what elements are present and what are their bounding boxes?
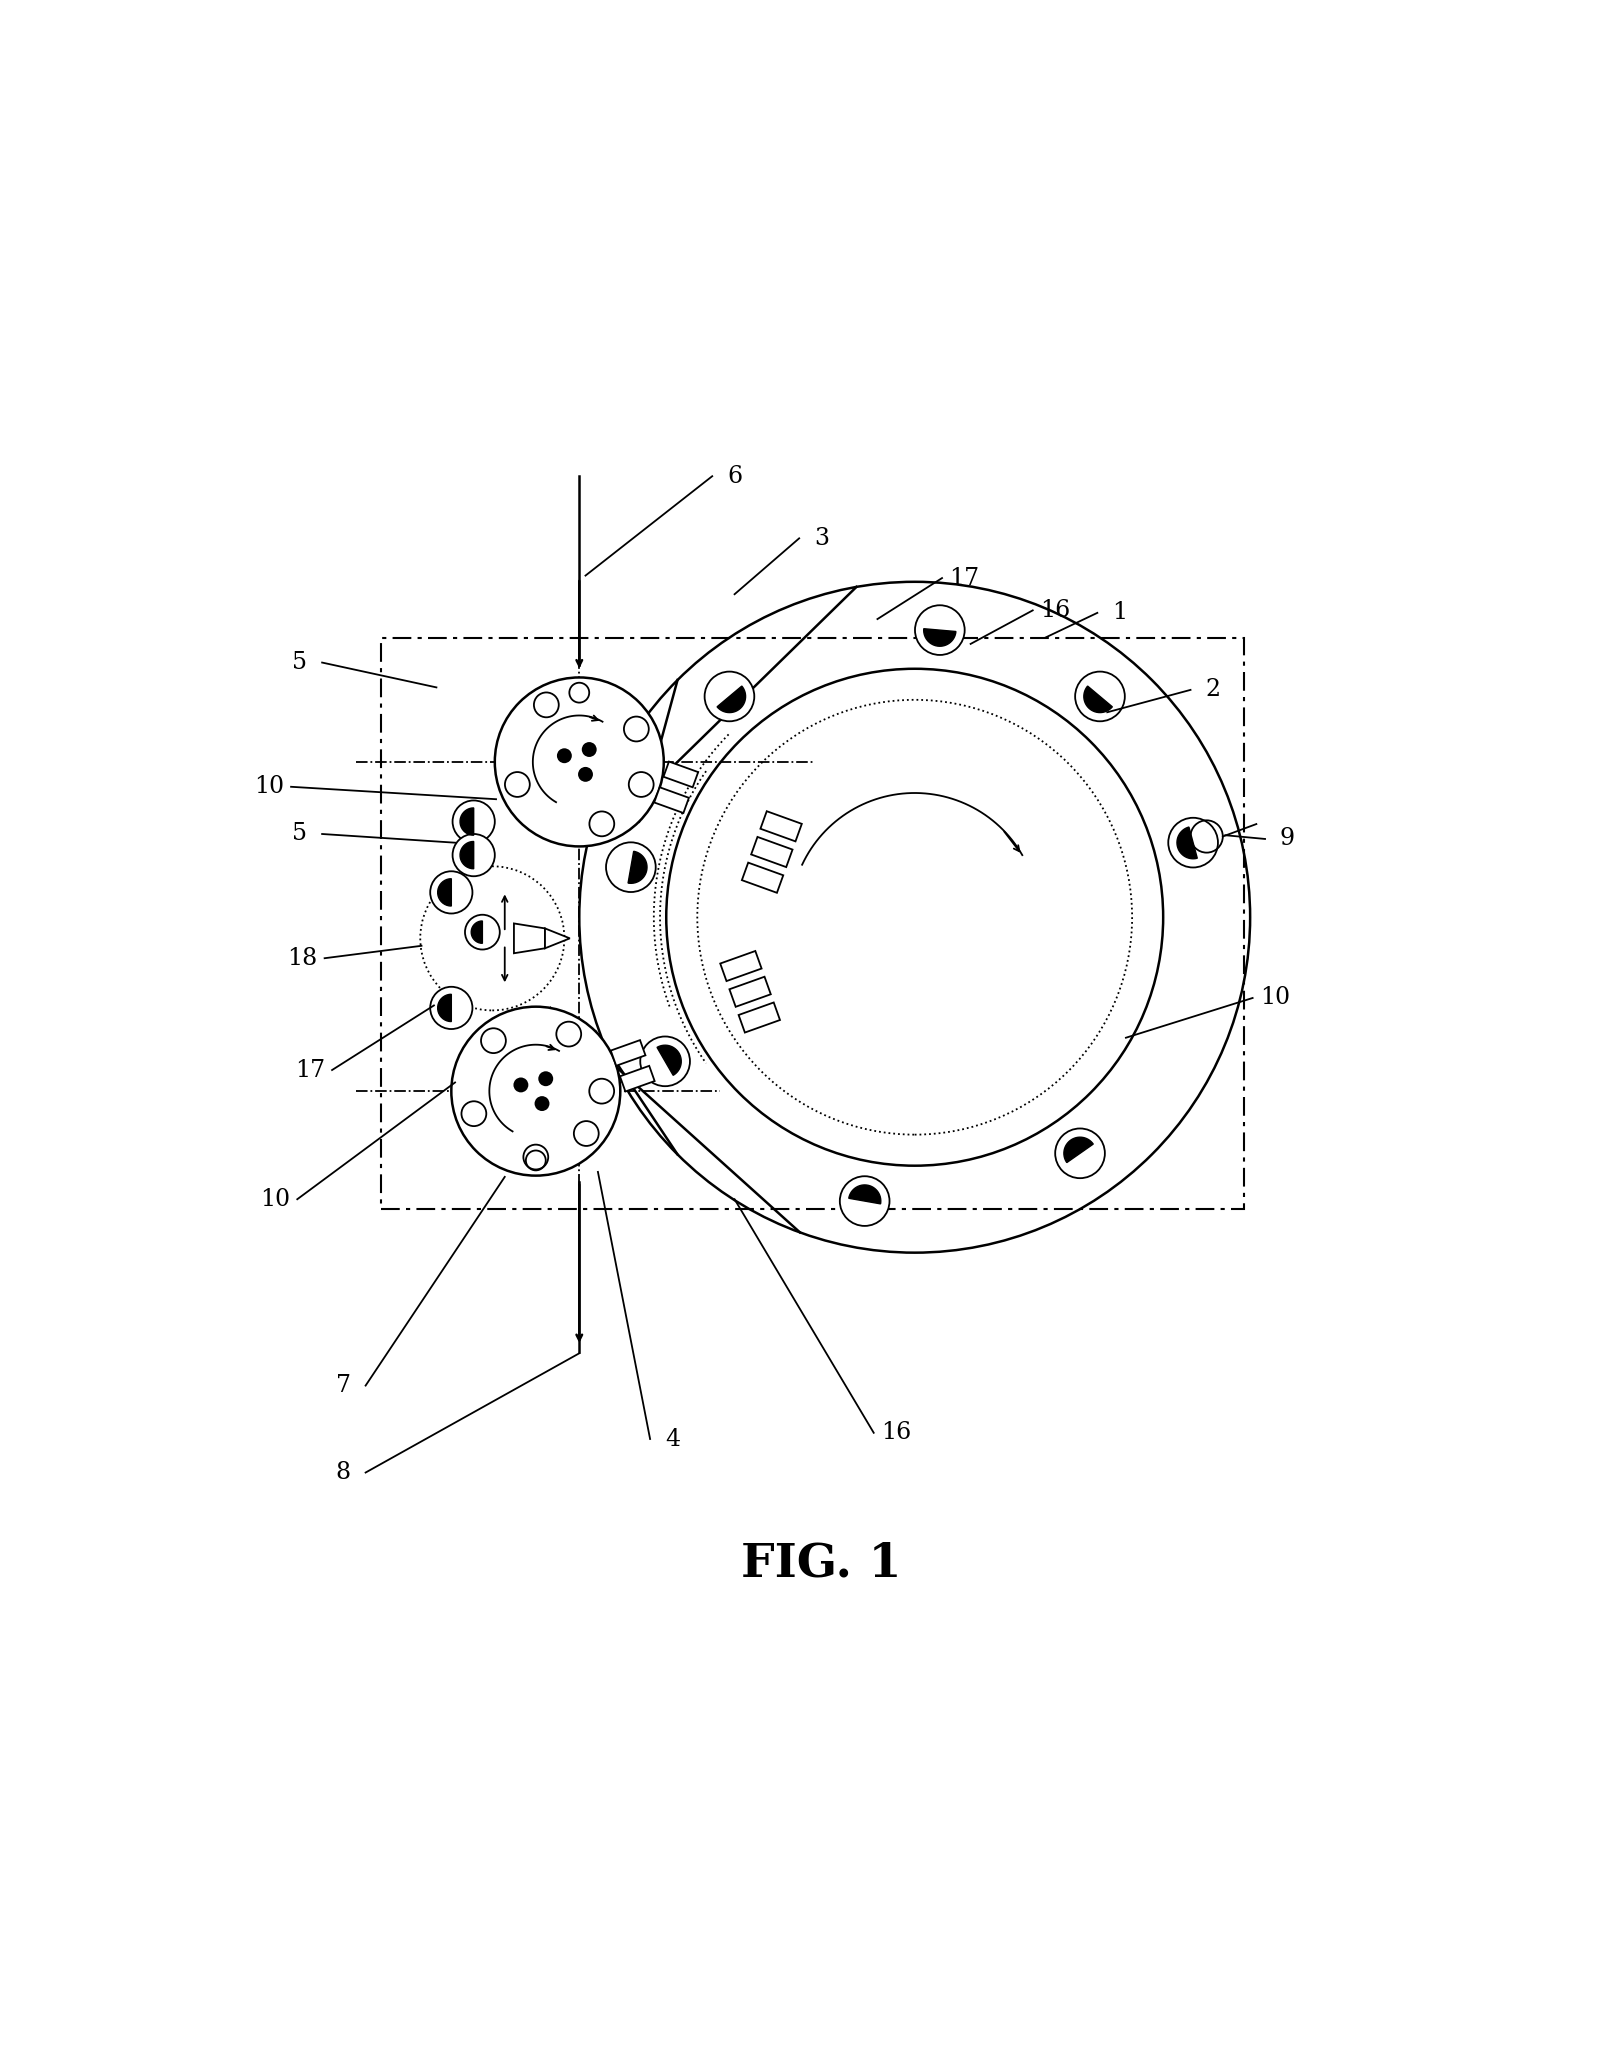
Circle shape bbox=[1055, 1128, 1104, 1179]
Circle shape bbox=[915, 605, 965, 654]
Circle shape bbox=[430, 986, 473, 1029]
Polygon shape bbox=[1177, 826, 1197, 859]
Polygon shape bbox=[848, 1185, 880, 1203]
Text: 10: 10 bbox=[260, 1187, 290, 1212]
Text: 16: 16 bbox=[882, 1421, 911, 1445]
Polygon shape bbox=[664, 761, 699, 787]
Circle shape bbox=[452, 800, 495, 843]
Circle shape bbox=[539, 1072, 553, 1086]
Text: 9: 9 bbox=[1279, 828, 1295, 851]
Text: 6: 6 bbox=[728, 465, 742, 488]
Polygon shape bbox=[657, 1046, 681, 1076]
Polygon shape bbox=[438, 994, 452, 1021]
Text: 7: 7 bbox=[335, 1374, 351, 1398]
Polygon shape bbox=[923, 629, 955, 646]
Text: 3: 3 bbox=[814, 527, 829, 549]
Polygon shape bbox=[739, 1002, 781, 1033]
Polygon shape bbox=[717, 687, 745, 713]
Circle shape bbox=[579, 767, 593, 781]
Text: 1: 1 bbox=[1112, 601, 1127, 625]
Polygon shape bbox=[620, 1066, 654, 1091]
Circle shape bbox=[1169, 818, 1218, 867]
Text: 16: 16 bbox=[1040, 599, 1071, 621]
Text: 8: 8 bbox=[335, 1462, 351, 1484]
Text: 4: 4 bbox=[665, 1427, 680, 1451]
Text: 17: 17 bbox=[295, 1058, 325, 1082]
Circle shape bbox=[513, 1078, 529, 1093]
Polygon shape bbox=[760, 812, 802, 840]
Polygon shape bbox=[438, 879, 452, 906]
Text: 2: 2 bbox=[1205, 679, 1220, 701]
Circle shape bbox=[840, 1177, 890, 1226]
Polygon shape bbox=[471, 920, 483, 943]
Text: 5: 5 bbox=[292, 652, 308, 674]
Polygon shape bbox=[460, 840, 474, 869]
Circle shape bbox=[606, 843, 656, 892]
Polygon shape bbox=[742, 863, 784, 894]
Circle shape bbox=[556, 748, 572, 763]
Circle shape bbox=[640, 1037, 689, 1086]
Circle shape bbox=[534, 1097, 550, 1111]
Polygon shape bbox=[611, 1039, 646, 1066]
Polygon shape bbox=[720, 951, 761, 982]
Circle shape bbox=[452, 834, 495, 875]
Polygon shape bbox=[515, 922, 545, 953]
Text: 10: 10 bbox=[1260, 986, 1290, 1009]
Text: 10: 10 bbox=[253, 775, 284, 797]
Circle shape bbox=[465, 914, 500, 949]
Polygon shape bbox=[1064, 1138, 1093, 1162]
Circle shape bbox=[430, 871, 473, 914]
Text: 5: 5 bbox=[292, 822, 308, 845]
Polygon shape bbox=[628, 851, 648, 884]
Text: 17: 17 bbox=[949, 566, 979, 590]
Polygon shape bbox=[654, 787, 689, 814]
Polygon shape bbox=[729, 976, 771, 1007]
Polygon shape bbox=[460, 808, 474, 834]
Polygon shape bbox=[1084, 687, 1112, 713]
Bar bbox=[380, 638, 1244, 1210]
Text: 18: 18 bbox=[287, 947, 317, 970]
Polygon shape bbox=[752, 836, 792, 867]
Polygon shape bbox=[545, 929, 569, 949]
Circle shape bbox=[582, 742, 596, 756]
Circle shape bbox=[452, 1007, 620, 1175]
Circle shape bbox=[705, 672, 755, 722]
Circle shape bbox=[1076, 672, 1125, 722]
Circle shape bbox=[495, 676, 664, 847]
Text: FIG. 1: FIG. 1 bbox=[741, 1540, 902, 1587]
